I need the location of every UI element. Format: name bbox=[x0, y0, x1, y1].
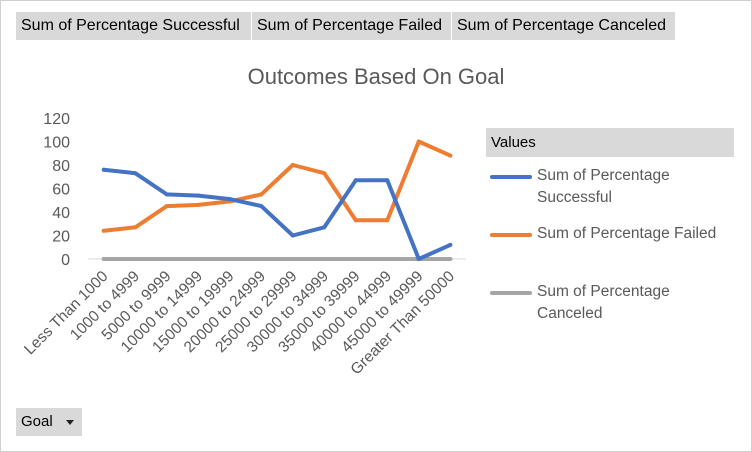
data-point[interactable] bbox=[448, 242, 453, 247]
legend-label-canceled: Sum of Percentage Canceled bbox=[537, 283, 670, 322]
data-point[interactable] bbox=[259, 204, 264, 209]
data-point[interactable] bbox=[353, 218, 358, 223]
data-point[interactable] bbox=[385, 178, 390, 183]
y-tick-label: 0 bbox=[61, 252, 70, 269]
data-point[interactable] bbox=[259, 192, 264, 197]
data-point[interactable] bbox=[322, 171, 327, 176]
data-point[interactable] bbox=[290, 163, 295, 167]
legend-item-successful[interactable]: Sum of Percentage Successful bbox=[490, 165, 730, 211]
y-tick-label: 40 bbox=[52, 205, 70, 222]
field-button-canceled[interactable]: Sum of Percentage Canceled bbox=[452, 12, 676, 40]
goal-filter-button[interactable]: Goal bbox=[16, 408, 82, 436]
y-tick-label: 80 bbox=[52, 158, 70, 175]
legend-swatch-failed bbox=[490, 233, 532, 237]
data-point[interactable] bbox=[290, 257, 295, 261]
legend-swatch-successful bbox=[490, 175, 532, 179]
field-button-successful[interactable]: Sum of Percentage Successful bbox=[16, 12, 252, 40]
data-point[interactable] bbox=[164, 204, 169, 209]
data-point[interactable] bbox=[385, 218, 390, 223]
data-point[interactable] bbox=[385, 257, 390, 261]
data-point[interactable] bbox=[416, 139, 421, 144]
y-tick-label: 120 bbox=[43, 111, 70, 128]
data-point[interactable] bbox=[290, 233, 295, 238]
y-axis: 0 20 40 60 80 100 120 bbox=[43, 111, 70, 269]
data-point[interactable] bbox=[227, 197, 232, 202]
data-point[interactable] bbox=[322, 257, 327, 261]
goal-label: Goal bbox=[21, 413, 53, 430]
data-point[interactable] bbox=[353, 257, 358, 261]
legend-header: Values bbox=[486, 128, 734, 157]
data-point[interactable] bbox=[227, 257, 232, 261]
data-point[interactable] bbox=[196, 193, 201, 198]
series-line-0[interactable] bbox=[101, 167, 453, 261]
data-point[interactable] bbox=[353, 178, 358, 183]
y-tick-label: 100 bbox=[43, 135, 70, 152]
series-group bbox=[101, 139, 453, 261]
data-point[interactable] bbox=[133, 171, 138, 176]
data-point[interactable] bbox=[322, 225, 327, 230]
data-point[interactable] bbox=[448, 153, 453, 158]
legend-item-canceled[interactable]: Sum of Percentage Canceled bbox=[490, 281, 730, 327]
data-point[interactable] bbox=[101, 257, 106, 261]
data-point[interactable] bbox=[133, 257, 138, 261]
data-point[interactable] bbox=[196, 202, 201, 207]
legend-item-failed[interactable]: Sum of Percentage Failed bbox=[490, 223, 730, 269]
legend-label-failed: Sum of Percentage Failed bbox=[537, 225, 717, 242]
dropdown-arrow-icon bbox=[66, 420, 74, 425]
y-tick-label: 20 bbox=[52, 229, 70, 246]
data-point[interactable] bbox=[416, 257, 421, 261]
data-point[interactable] bbox=[164, 257, 169, 261]
legend-label-successful: Sum of Percentage Successful bbox=[537, 167, 670, 206]
data-point[interactable] bbox=[196, 257, 201, 261]
data-point[interactable] bbox=[164, 192, 169, 197]
y-tick-label: 60 bbox=[52, 182, 70, 199]
chart-title: Outcomes Based On Goal bbox=[248, 64, 505, 89]
series-line-1[interactable] bbox=[101, 139, 453, 233]
legend-swatch-canceled bbox=[490, 291, 532, 295]
field-button-failed[interactable]: Sum of Percentage Failed bbox=[252, 12, 452, 40]
data-point[interactable] bbox=[448, 257, 453, 261]
data-point[interactable] bbox=[101, 167, 106, 172]
data-point[interactable] bbox=[259, 257, 264, 261]
data-point[interactable] bbox=[133, 225, 138, 230]
data-point[interactable] bbox=[101, 228, 106, 233]
